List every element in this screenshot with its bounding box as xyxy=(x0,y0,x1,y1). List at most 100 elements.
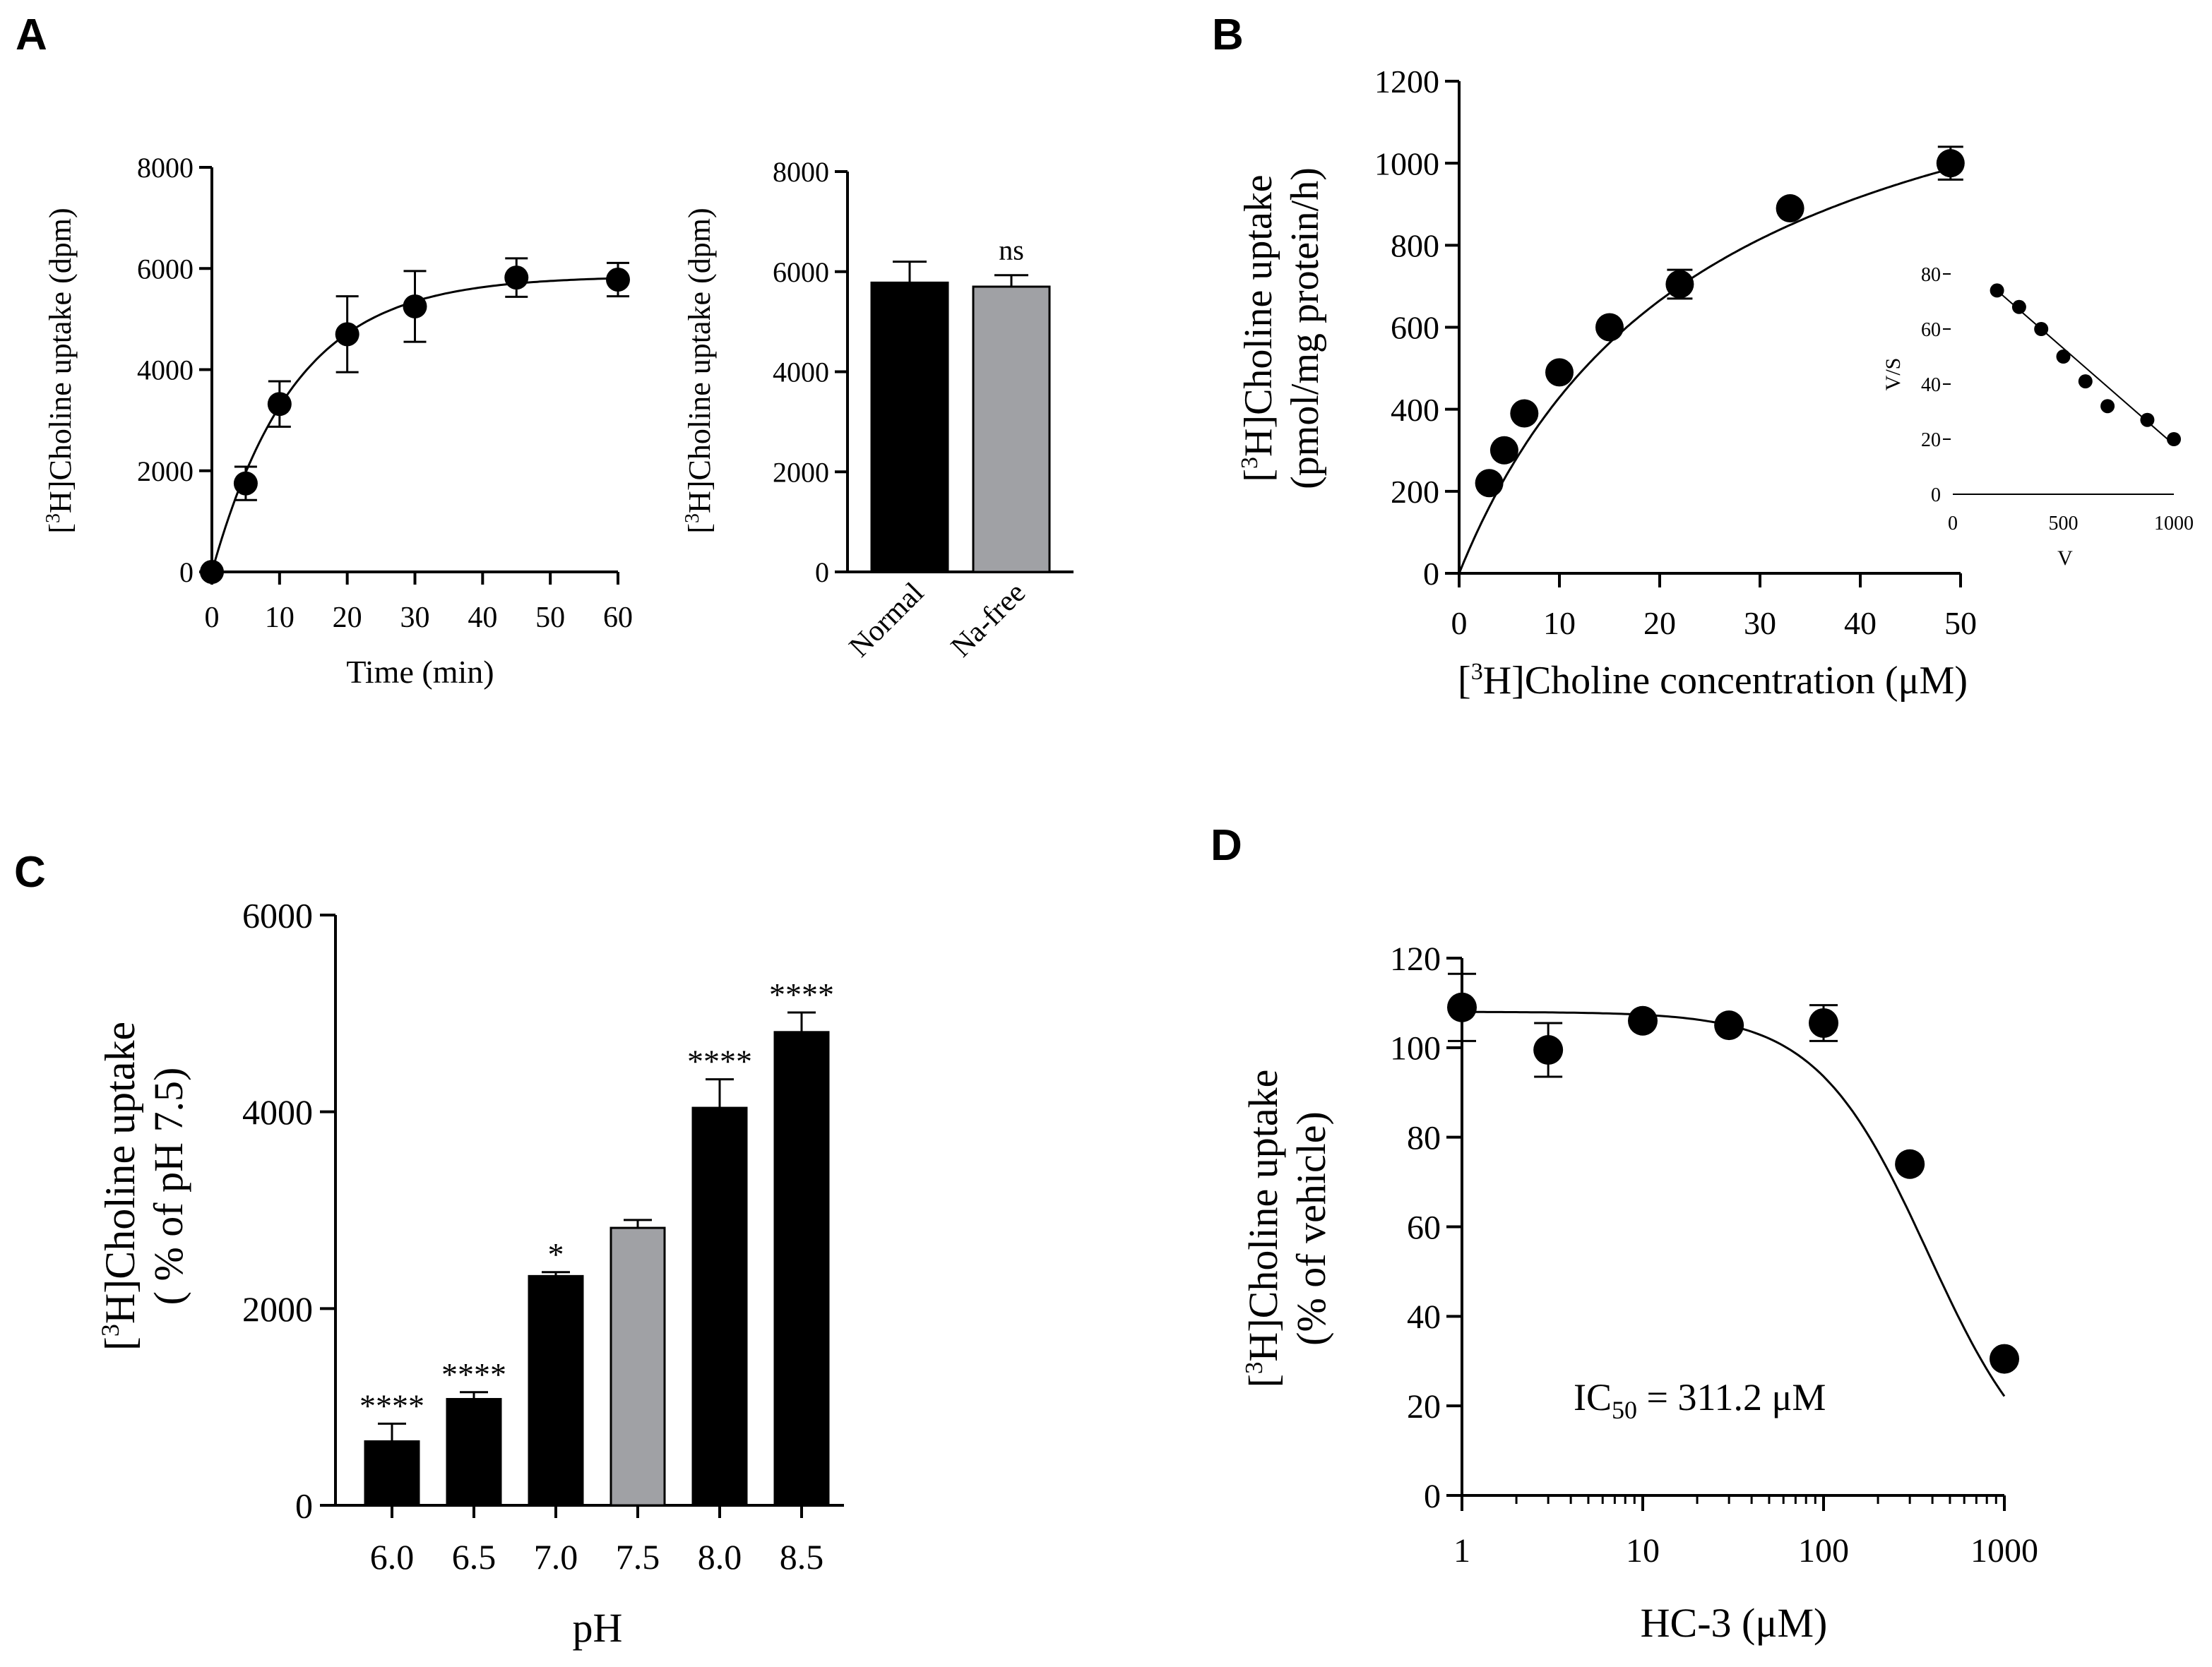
chart-a1-xlabel: Time (min) xyxy=(346,654,494,690)
c-y-tick-label: 0 xyxy=(295,1486,313,1526)
ic50-rest: = 311.2 μM xyxy=(1637,1376,1826,1418)
d-data-point xyxy=(1714,1010,1744,1041)
b-data-point xyxy=(1776,194,1804,223)
b-data-point xyxy=(1595,313,1624,342)
c-category-label: 7.5 xyxy=(616,1537,660,1577)
a2-bar xyxy=(870,281,949,573)
c-bar xyxy=(773,1031,830,1507)
chart-b-ylabel-sup: 3 xyxy=(1237,457,1263,469)
b-x-tick-label: 50 xyxy=(1944,605,1977,641)
a1-data-point xyxy=(267,392,292,417)
inset-x-tick-label: 500 xyxy=(2049,513,2079,534)
inset-data-point xyxy=(2078,374,2093,389)
c-significance-label: **** xyxy=(687,1044,752,1080)
b-y-tick-label: 400 xyxy=(1391,392,1439,428)
a1-data-point xyxy=(233,471,258,496)
chart-b-ylabel-line1: [3H]Choline uptake xyxy=(1237,174,1280,482)
b-x-tick-label: 20 xyxy=(1643,605,1676,641)
chart-a1-ylabel-text: H]Choline uptake (dpm) xyxy=(43,208,78,513)
panel-letter-c: C xyxy=(14,848,46,897)
inset-data-point xyxy=(2167,432,2181,446)
c-significance-label: * xyxy=(548,1236,564,1272)
a2-y-tick-label: 2000 xyxy=(773,456,829,488)
b-y-tick-label: 800 xyxy=(1391,227,1439,263)
c-category-label: 6.5 xyxy=(452,1537,496,1577)
inset-ylabel: V/S xyxy=(1881,358,1905,391)
a2-significance-label: ns xyxy=(999,234,1024,266)
a1-data-point xyxy=(335,322,359,347)
c-significance-label: **** xyxy=(441,1356,506,1392)
d-fit-curve xyxy=(1462,1010,2006,1397)
inset-data-point xyxy=(2100,399,2115,414)
d-y-tick-label: 100 xyxy=(1390,1030,1441,1068)
d-y-tick-label: 60 xyxy=(1407,1209,1441,1246)
a1-y-tick-label: 6000 xyxy=(137,253,194,285)
panel-letter-b: B xyxy=(1212,11,1244,59)
a2-y-tick-label: 0 xyxy=(815,556,829,588)
d-data-point xyxy=(1809,1008,1838,1038)
chart-b-xlabel-sup: 3 xyxy=(1471,659,1483,685)
chart-c-ph: 0 2000 4000 6000 6.0 **** 6.5 **** 7.0 * 7.5 8.0 ***… xyxy=(96,896,844,1651)
inset-y-tick-label: 20 xyxy=(1921,429,1941,451)
c-y-tick-label: 2000 xyxy=(242,1289,313,1329)
d-x-tick-label: 1 xyxy=(1453,1532,1470,1570)
c-bar xyxy=(446,1398,502,1507)
inset-y-tick-label: 40 xyxy=(1921,374,1941,396)
chart-d-ylabel-line2: (% of vehicle) xyxy=(1288,1111,1334,1346)
a1-x-tick-label: 20 xyxy=(333,602,362,634)
a2-y-tick-label: 6000 xyxy=(773,256,829,288)
chart-a-sodium-bars: 0 2000 4000 6000 8000 Normal Na-free ns [3H]Cho… xyxy=(682,156,1074,664)
b-y-tick-label: 0 xyxy=(1423,556,1439,592)
c-significance-label: **** xyxy=(769,976,834,1012)
b-y-tick-label: 1200 xyxy=(1374,64,1439,100)
chart-b-ylabel-text: H]Choline uptake xyxy=(1237,174,1280,457)
a1-x-tick-label: 30 xyxy=(400,602,430,634)
inset-x-tick-label: 1000 xyxy=(2154,513,2194,534)
c-bar xyxy=(610,1226,666,1507)
inset-xlabel: V xyxy=(2057,546,2073,570)
inset-data-point xyxy=(2034,322,2049,336)
chart-a-time-course: 0 2000 4000 6000 8000 0 10 20 30 40 50 60 Time (min… xyxy=(42,152,633,690)
chart-a2-ylabel-sup: 3 xyxy=(682,513,703,523)
chart-a2-ylabel: [3H]Choline uptake (dpm) xyxy=(682,208,717,533)
b-fit-curve xyxy=(1458,165,1961,574)
chart-b-inset: 0 20 40 60 80 0 500 1000 V V/S xyxy=(1881,264,2194,570)
c-bar xyxy=(691,1106,748,1507)
chart-a1-ylabel-sup: 3 xyxy=(42,513,64,523)
panel-letter-d: D xyxy=(1211,821,1242,870)
b-x-tick-label: 30 xyxy=(1744,605,1776,641)
c-category-label: 6.0 xyxy=(370,1537,415,1577)
ic50-sub: 50 xyxy=(1612,1396,1637,1424)
b-data-point xyxy=(1665,270,1694,299)
chart-a2-ylabel-text: H]Choline uptake (dpm) xyxy=(682,208,717,513)
chart-a1-ylabel: [3H]Choline uptake (dpm) xyxy=(42,208,78,533)
chart-b-xlabel-text: H]Choline concentration (μM) xyxy=(1483,659,1968,703)
d-y-tick-label: 120 xyxy=(1390,940,1441,978)
a1-y-tick-label: 4000 xyxy=(137,354,194,386)
d-y-tick-label: 20 xyxy=(1407,1388,1441,1426)
inset-y-tick-label: 60 xyxy=(1921,319,1941,341)
inset-x-tick-label: 0 xyxy=(1948,513,1958,534)
d-data-point xyxy=(1895,1149,1925,1179)
a1-x-tick-label: 50 xyxy=(535,602,565,634)
chart-d-ylabel-sup: 3 xyxy=(1240,1362,1268,1375)
d-x-tick-label: 10 xyxy=(1626,1532,1660,1570)
ic50-main: IC xyxy=(1574,1376,1612,1418)
d-y-tick-label: 40 xyxy=(1407,1298,1441,1336)
inset-y-tick-label: 80 xyxy=(1921,264,1941,286)
ic50-label: IC50 = 311.2 μM xyxy=(1574,1376,1826,1424)
inset-data-point xyxy=(2056,349,2071,364)
b-y-tick-label: 1000 xyxy=(1374,145,1439,181)
inset-data-point xyxy=(1990,283,2004,298)
c-category-label: 7.0 xyxy=(534,1537,578,1577)
chart-c-ylabel-line1: [3H]Choline uptake xyxy=(96,1022,143,1351)
a1-x-tick-label: 10 xyxy=(265,602,295,634)
c-bar xyxy=(364,1440,420,1507)
chart-b-xlabel: [3H]Choline concentration (μM) xyxy=(1458,659,1968,703)
d-data-point xyxy=(1533,1035,1564,1065)
panel-letter-a: A xyxy=(16,11,47,59)
c-y-tick-label: 4000 xyxy=(242,1092,313,1132)
